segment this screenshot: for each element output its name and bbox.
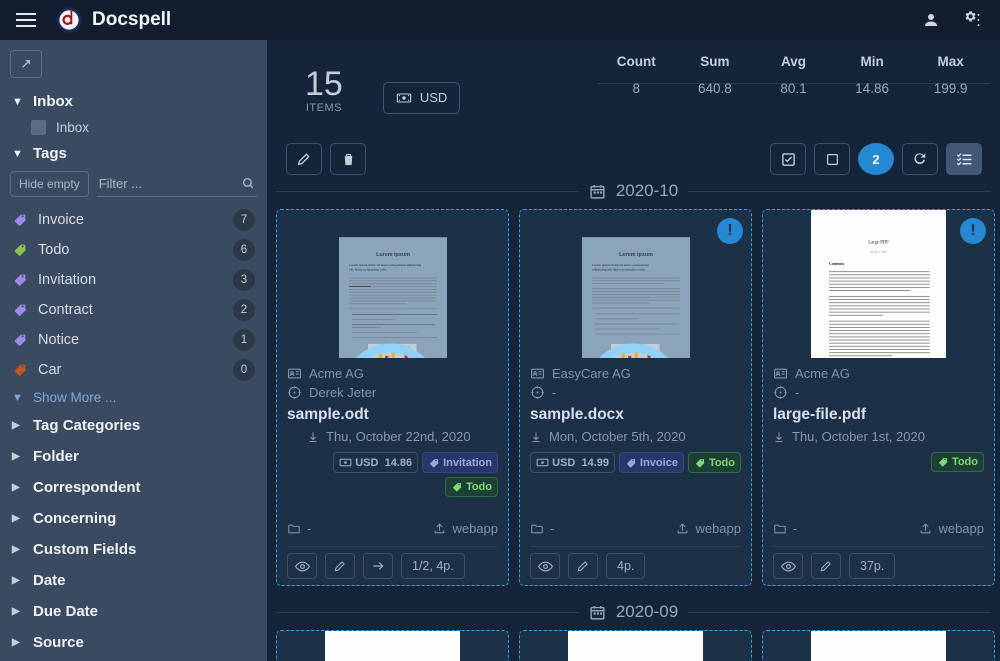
svg-text:Large PDF: Large PDF <box>868 240 889 245</box>
svg-text:Lorem ipsum dolor sit amet, co: Lorem ipsum dolor sit amet, consectetur … <box>349 263 421 267</box>
svg-text:adipiscing elit. Nunc ac fauci: adipiscing elit. Nunc ac faucibus odio. <box>592 267 646 271</box>
svg-text:Lorem ipsum: Lorem ipsum <box>619 252 653 258</box>
svg-text:Lorem ipsum: Lorem ipsum <box>376 252 410 258</box>
svg-text:Lorem ipsum dolor sit amet, co: Lorem ipsum dolor sit amet, consectetur <box>592 263 650 267</box>
svg-text:October 1, 2020: October 1, 2020 <box>870 250 887 253</box>
svg-text:elit. Nunc ac faucibus odio.: elit. Nunc ac faucibus odio. <box>349 267 387 271</box>
svg-text:Contents: Contents <box>829 261 845 266</box>
